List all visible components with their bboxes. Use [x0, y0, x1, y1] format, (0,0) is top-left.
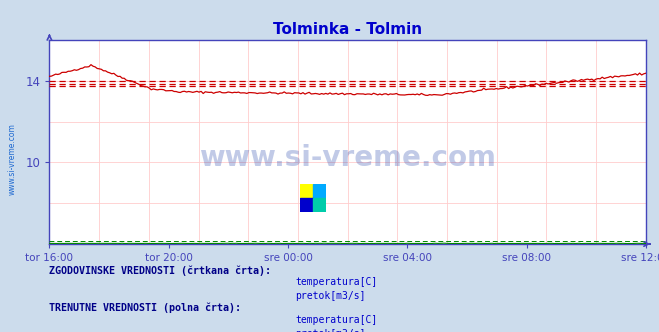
Bar [313, 184, 326, 198]
Text: pretok[m3/s]: pretok[m3/s] [295, 291, 366, 301]
Bar [300, 184, 313, 198]
Bar [313, 198, 326, 212]
Title: Tolminka - Tolmin: Tolminka - Tolmin [273, 22, 422, 37]
Text: temperatura[C]: temperatura[C] [295, 315, 378, 325]
Text: www.si-vreme.com: www.si-vreme.com [199, 144, 496, 172]
Bar [300, 198, 313, 212]
Text: www.si-vreme.com: www.si-vreme.com [8, 124, 17, 195]
Text: temperatura[C]: temperatura[C] [295, 277, 378, 287]
Text: pretok[m3/s]: pretok[m3/s] [295, 329, 366, 332]
Text: TRENUTNE VREDNOSTI (polna črta):: TRENUTNE VREDNOSTI (polna črta): [49, 303, 241, 313]
Text: ZGODOVINSKE VREDNOSTI (črtkana črta):: ZGODOVINSKE VREDNOSTI (črtkana črta): [49, 265, 272, 276]
